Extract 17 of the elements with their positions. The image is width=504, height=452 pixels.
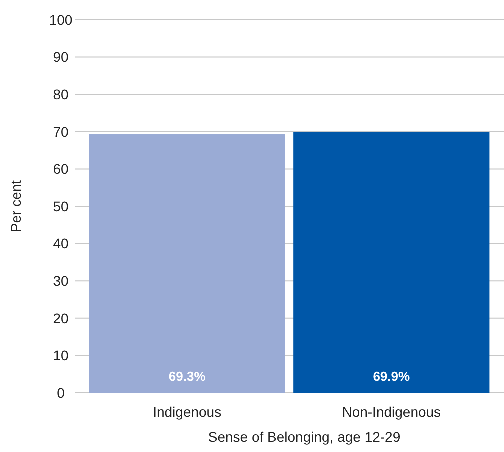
y-tick-label: 60	[53, 161, 69, 178]
data-label: 69.3%	[168, 369, 206, 384]
y-tick-label: 10	[53, 348, 69, 364]
data-label: 69.9%	[373, 369, 411, 384]
y-tick-label: 90	[53, 49, 69, 66]
y-tick-label: 80	[53, 86, 69, 102]
x-tick-label: Indigenous	[153, 404, 222, 420]
y-tick-label: 20	[53, 310, 69, 326]
y-tick-label: 30	[53, 273, 69, 289]
y-tick-label: 0	[57, 384, 66, 401]
y-tick-label: 50	[53, 198, 69, 214]
x-tick-label: Non-Indigenous	[342, 404, 442, 420]
y-axis-title: Per cent	[8, 180, 24, 233]
y-tick-label: 100	[49, 12, 73, 28]
x-axis-title: Sense of Belonging, age 12-29	[208, 429, 401, 445]
y-tick-label: 70	[53, 124, 69, 140]
y-tick-label: 40	[53, 236, 69, 252]
